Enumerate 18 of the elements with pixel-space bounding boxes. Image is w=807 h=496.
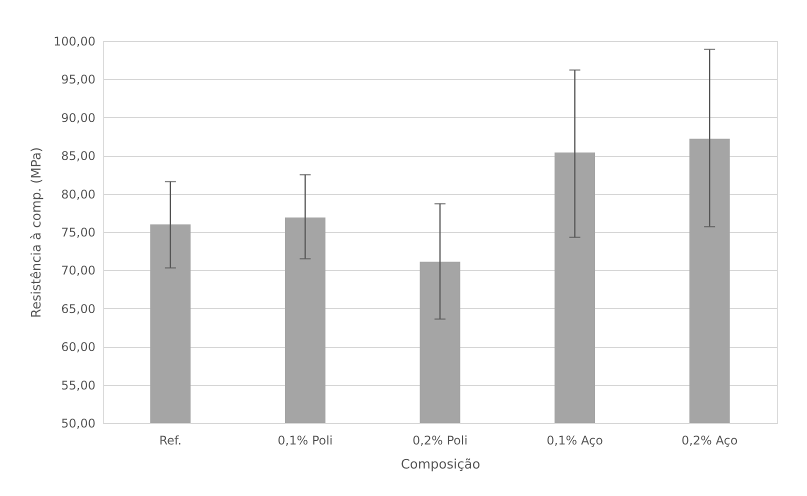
y-tick-label: 55,00 — [61, 378, 96, 392]
y-tick-label: 85,00 — [61, 149, 96, 164]
y-tick-label: 70,00 — [61, 264, 96, 278]
x-axis-title: Composição — [400, 458, 480, 472]
x-tick-label: 0,2% Aço — [681, 434, 738, 448]
y-tick-label: 60,00 — [61, 340, 96, 354]
y-tick-label: 65,00 — [61, 302, 96, 316]
y-tick-label: 75,00 — [61, 226, 96, 240]
x-tick-label: 0,2% Poli — [412, 434, 468, 448]
x-tick-label: Ref. — [159, 434, 182, 448]
y-tick-label: 95,00 — [61, 72, 96, 87]
y-axis-title: Resistência à comp. (MPa) — [30, 147, 45, 318]
y-tick-label: 50,00 — [61, 416, 96, 430]
x-tick-label: 0,1% Poli — [278, 434, 333, 448]
y-tick-label: 100,00 — [54, 34, 96, 48]
y-tick-label: 80,00 — [61, 187, 96, 202]
x-tick-label: 0,1% Aço — [546, 434, 603, 448]
y-tick-label: 90,00 — [61, 110, 96, 125]
